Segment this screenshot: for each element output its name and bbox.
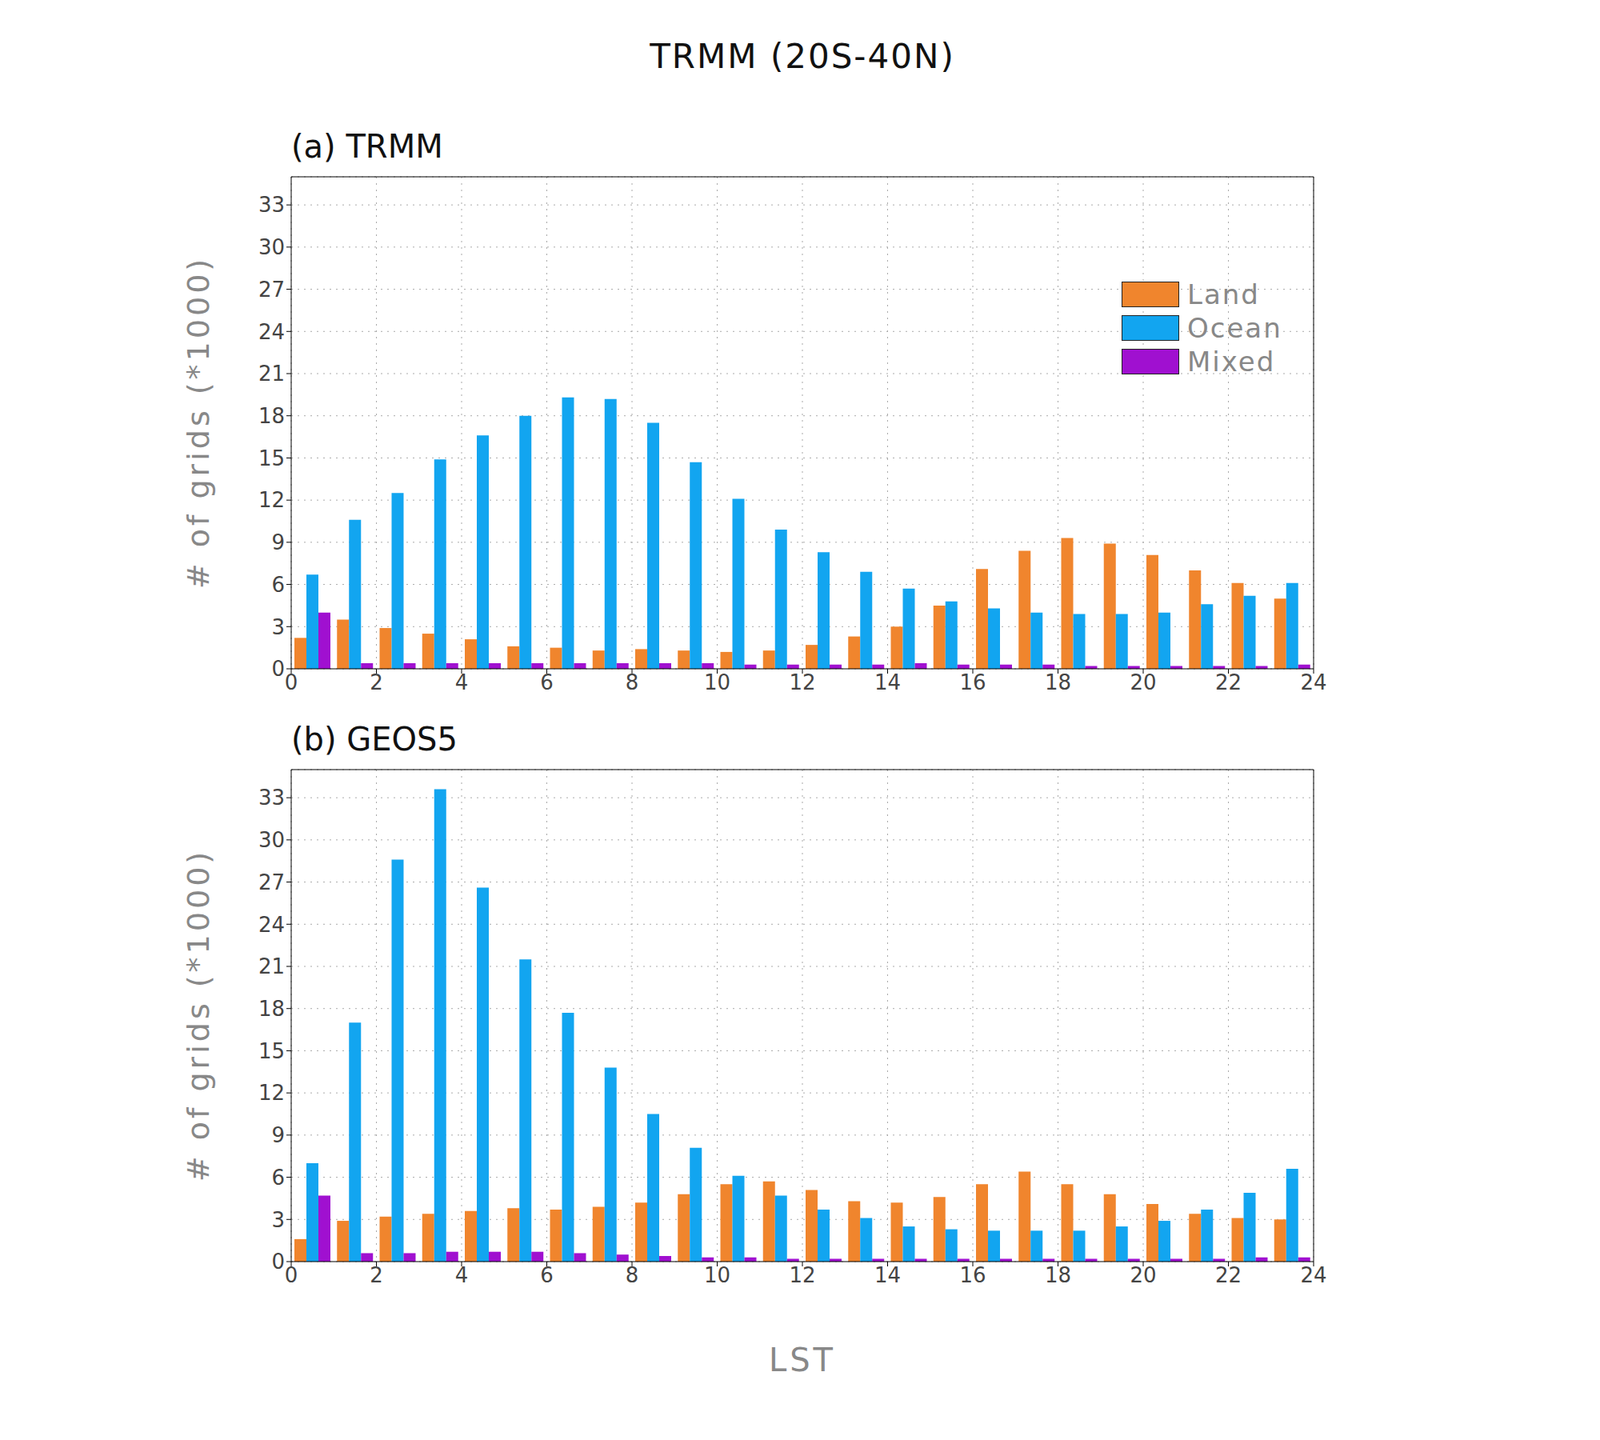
- html-text:LST: LST: [768, 1341, 836, 1379]
- svg-text:24: 24: [1300, 1263, 1327, 1288]
- svg-text:12: 12: [258, 1080, 285, 1105]
- svg-text:10: 10: [704, 1263, 731, 1288]
- svg-text:14: 14: [874, 1263, 901, 1288]
- svg-text:21: 21: [258, 954, 285, 979]
- html-text:# of grids (*1000): # of grids (*1000): [180, 255, 216, 589]
- svg-text:16: 16: [959, 670, 986, 695]
- html-text:# of grids (*1000): # of grids (*1000): [180, 848, 216, 1182]
- svg-text:22: 22: [1215, 1263, 1242, 1288]
- svg-text:18: 18: [1044, 670, 1072, 695]
- svg-text:14: 14: [874, 670, 901, 695]
- svg-text:12: 12: [788, 1263, 816, 1288]
- html-text:Land: Land: [1187, 278, 1260, 311]
- html-text:TRMM (20S-40N): TRMM (20S-40N): [649, 36, 956, 76]
- svg-text:0: 0: [271, 656, 285, 681]
- svg-text:3: 3: [271, 615, 285, 640]
- html-text:Mixed: Mixed: [1187, 345, 1276, 378]
- svg-text:10: 10: [704, 670, 731, 695]
- svg-text:6: 6: [271, 572, 285, 597]
- svg-text:15: 15: [258, 446, 285, 471]
- svg-text:0: 0: [284, 1263, 299, 1288]
- svg-text:24: 24: [1300, 670, 1327, 695]
- svg-text:9: 9: [271, 1123, 285, 1148]
- svg-text:6: 6: [540, 1263, 554, 1288]
- svg-text:33: 33: [258, 785, 285, 810]
- svg-text:4: 4: [455, 670, 469, 695]
- svg-text:30: 30: [258, 235, 285, 260]
- svg-text:18: 18: [1044, 1263, 1072, 1288]
- svg-text:0: 0: [284, 670, 299, 695]
- svg-text:6: 6: [540, 670, 554, 695]
- svg-text:6: 6: [271, 1165, 285, 1190]
- svg-text:9: 9: [271, 530, 285, 555]
- svg-text:0: 0: [271, 1249, 285, 1274]
- svg-text:16: 16: [959, 1263, 986, 1288]
- svg-text:21: 21: [258, 361, 285, 386]
- svg-text:27: 27: [258, 277, 285, 302]
- svg-text:2: 2: [369, 670, 384, 695]
- svg-text:20: 20: [1129, 670, 1156, 695]
- svg-text:8: 8: [625, 1263, 640, 1288]
- html-text:(b) GEOS5: (b) GEOS5: [291, 720, 458, 758]
- svg-text:12: 12: [258, 488, 285, 512]
- svg-text:18: 18: [258, 996, 285, 1021]
- svg-text:4: 4: [455, 1263, 469, 1288]
- svg-text:8: 8: [625, 670, 640, 695]
- svg-text:18: 18: [258, 404, 285, 428]
- svg-text:20: 20: [1129, 1263, 1156, 1288]
- svg-text:22: 22: [1215, 670, 1242, 695]
- svg-text:3: 3: [271, 1208, 285, 1232]
- html-text:(a) TRMM: (a) TRMM: [291, 128, 443, 165]
- svg-text:33: 33: [258, 192, 285, 217]
- html-text:Ocean: Ocean: [1187, 312, 1283, 344]
- svg-text:15: 15: [258, 1039, 285, 1064]
- svg-text:2: 2: [369, 1263, 384, 1288]
- svg-text:30: 30: [258, 828, 285, 852]
- svg-text:24: 24: [258, 912, 285, 937]
- svg-text:24: 24: [258, 320, 285, 344]
- svg-text:27: 27: [258, 870, 285, 895]
- svg-text:12: 12: [788, 670, 816, 695]
